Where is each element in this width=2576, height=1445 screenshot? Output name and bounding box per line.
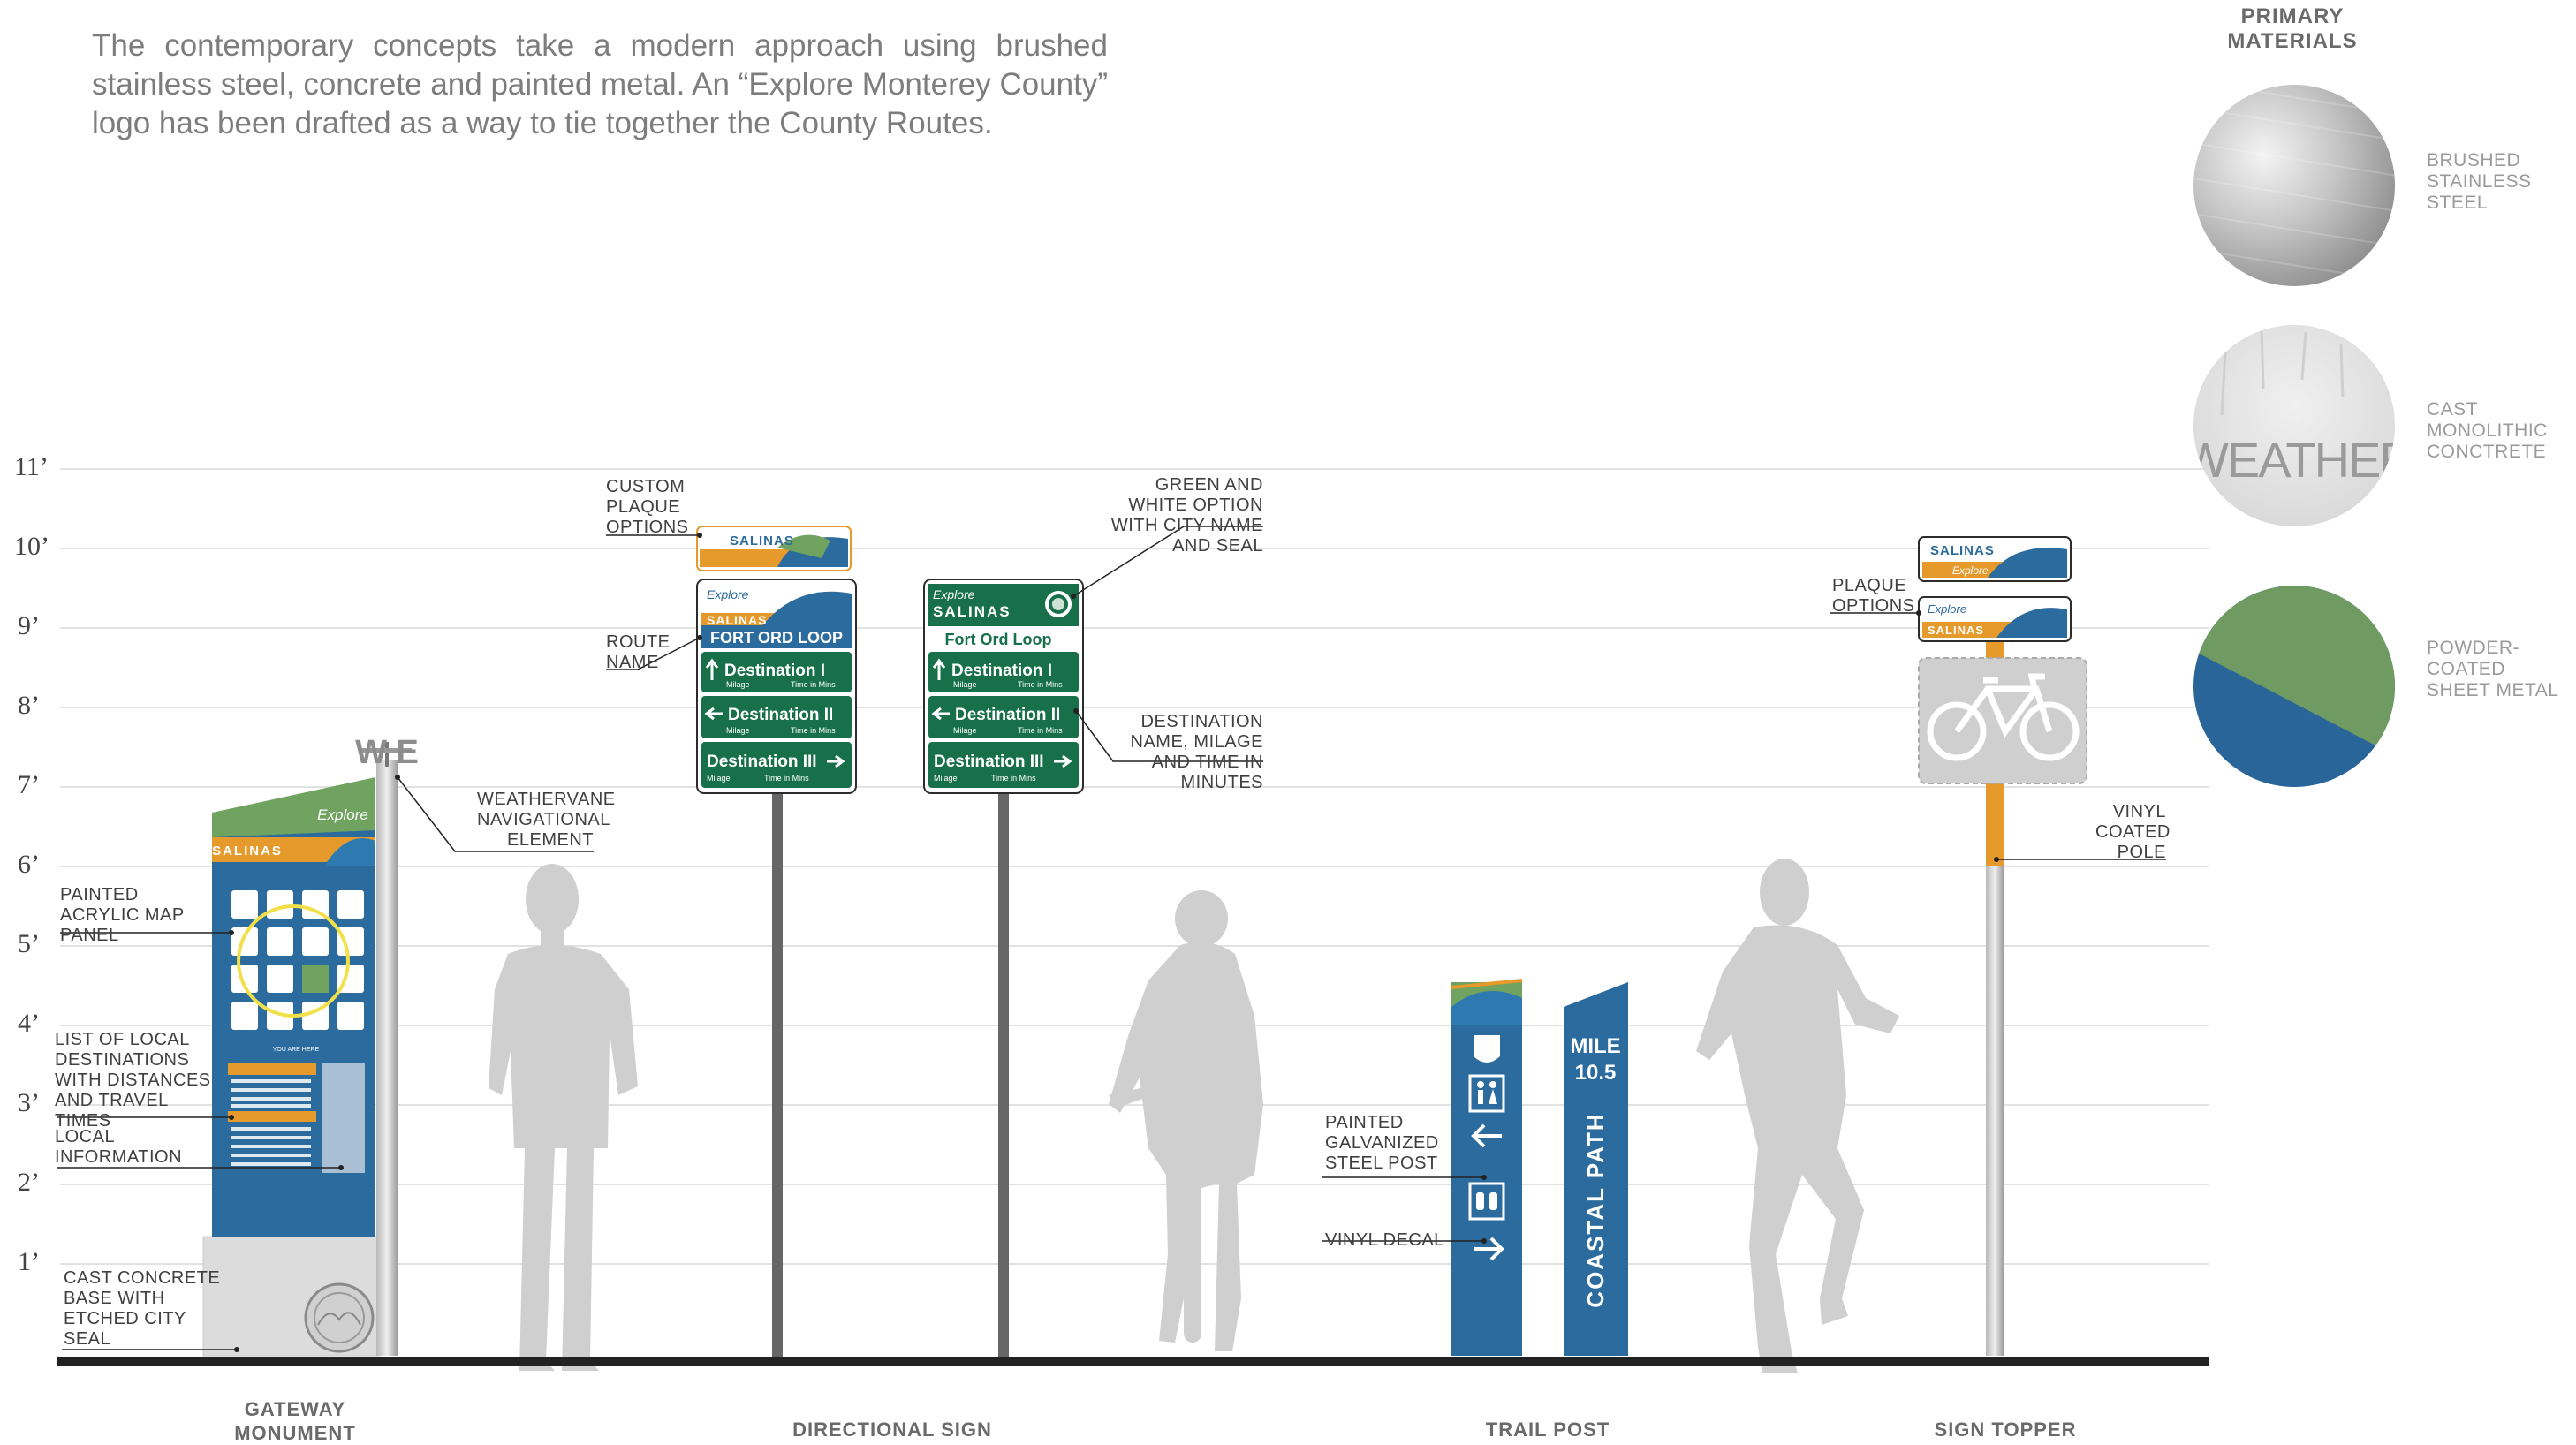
vinyl-pole-annotation: VINYL COATED POLE — [2095, 802, 2171, 862]
blue-plaque-city: SALINAS — [730, 533, 794, 548]
green-sign-dest-2: Destination II — [955, 706, 1060, 724]
topper-plaque-1-city: SALINAS — [1930, 543, 1995, 558]
category-gateway-monument: GATEWAY MONUMENT — [234, 1398, 356, 1444]
height-tick-4: 4’ — [18, 1009, 40, 1038]
blue-sign-milage-1: Milage — [726, 680, 750, 689]
local-info-panel — [322, 1063, 365, 1173]
trail-post — [1451, 979, 1523, 1356]
blue-sign-dest-1: Destination I — [724, 662, 825, 680]
concrete-base-annotation: CAST CONCRETE BASE WITH ETCHED CITY SEAL — [64, 1268, 221, 1349]
blue-sign-explore: Explore — [707, 587, 749, 601]
green-sign-milage-2: Milage — [953, 726, 977, 735]
blue-sign-milage-3: Milage — [707, 774, 731, 783]
ground-line — [57, 1357, 2209, 1366]
you-are-here-circle — [237, 904, 350, 1018]
green-sign-dest-3: Destination III — [934, 753, 1044, 771]
height-tick-8: 8’ — [18, 691, 40, 720]
height-tick-6: 6’ — [18, 850, 40, 879]
height-tick-3: 3’ — [18, 1088, 40, 1117]
cyclist-silhouette — [1109, 890, 1263, 1351]
green-white-annotation: GREEN AND WHITE OPTION WITH CITY NAME AN… — [1110, 475, 1263, 556]
green-sign-milage-1: Milage — [953, 680, 977, 689]
destinations-list-annotation: LIST OF LOCAL DESTINATIONS WITH DISTANCE… — [55, 1030, 211, 1131]
local-info-annotation: LOCAL INFORMATION — [55, 1127, 183, 1167]
material-swatches — [2193, 85, 2395, 787]
annotation-leaders — [57, 526, 2166, 1350]
bicycle-icon — [1927, 673, 2080, 761]
concrete-etched-text: WEATHERBR ELEMENT — [2182, 432, 2576, 488]
material-concrete-label: CAST MONOLITHIC CONCTRETE — [2427, 399, 2548, 462]
blue-sign-dest-3: Destination III — [707, 753, 817, 771]
mile-post — [1564, 982, 1628, 1356]
materials-title: PRIMARY MATERIALS — [2227, 4, 2358, 53]
material-powder-label: POWDER-COATED SHEET METAL — [2427, 638, 2559, 700]
binoculars-icon — [1468, 1182, 1505, 1221]
height-tick-1: 1’ — [18, 1247, 40, 1276]
mile-post-value: 10.5 — [1575, 1061, 1617, 1085]
height-tick-5: 5’ — [18, 929, 40, 958]
directional-sign-green — [923, 579, 1084, 1360]
jogger-silhouette — [1696, 859, 1899, 1373]
monument-city-text: SALINAS — [212, 844, 283, 859]
vinyl-decal-annotation: VINYL DECAL — [1325, 1230, 1444, 1250]
height-tick-11: 11’ — [14, 452, 49, 481]
blue-sign-city: SALINAS — [707, 613, 767, 627]
topper-plaque-2-city: SALINAS — [1928, 624, 1984, 637]
left-arrow-icon — [1471, 1123, 1502, 1148]
green-sign-time-2: Time in Mins — [1018, 726, 1063, 735]
shield-icon — [1474, 1035, 1500, 1063]
human-silhouettes — [489, 859, 1899, 1373]
weathervane-pole — [376, 760, 398, 1356]
concrete-swatch — [2193, 325, 2395, 526]
steel-swatch — [2193, 85, 2395, 286]
destination-name-annotation: DESTINATION NAME, MILAGE AND TIME IN MIN… — [1130, 712, 1263, 792]
blue-sign-time-1: Time in Mins — [791, 680, 836, 689]
blue-sign-time-2: Time in Mins — [791, 726, 836, 735]
blue-sign-milage-2: Milage — [726, 726, 750, 735]
green-sign-time-1: Time in Mins — [1018, 680, 1063, 689]
green-sign-city: SALINAS — [933, 603, 1011, 620]
green-sign-explore: Explore — [933, 587, 975, 601]
coastal-path-text: COASTAL PATH — [1582, 1112, 1609, 1307]
plaque-options-annotation: PLAQUE OPTIONS — [1832, 576, 1915, 616]
directional-sign-blue — [696, 526, 857, 1360]
you-are-here-label: YOU ARE HERE — [273, 1047, 320, 1053]
green-sign-route: Fort Ord Loop — [945, 631, 1052, 648]
green-sign-milage-3: Milage — [934, 774, 958, 783]
standing-person-silhouette — [489, 864, 638, 1371]
topper-plaque-1-explore: Explore — [1952, 564, 1989, 577]
height-tick-10: 10’ — [14, 532, 49, 561]
intro-paragraph: The contemporary concepts take a modern … — [92, 28, 1108, 140]
right-arrow-icon — [1474, 1237, 1504, 1261]
restroom-icon — [1468, 1074, 1505, 1113]
route-name-annotation: ROUTE NAME — [606, 632, 671, 672]
custom-plaque-annotation: CUSTOM PLAQUE OPTIONS — [606, 477, 689, 537]
height-tick-7: 7’ — [18, 770, 40, 799]
weathervane-letters: W E — [355, 734, 419, 771]
painted-post-annotation: PAINTED GALVANIZED STEEL POST — [1325, 1113, 1439, 1173]
green-sign-time-3: Time in Mins — [991, 774, 1036, 783]
height-tick-2: 2’ — [18, 1168, 40, 1197]
etched-city-seal — [304, 1282, 375, 1353]
material-steel-label: BRUSHED STAINLESS STEEL — [2427, 150, 2532, 213]
sign-topper — [1918, 536, 2087, 1356]
map-panel-annotation: PAINTED ACRYLIC MAP PANEL — [60, 885, 185, 945]
blue-sign-route: FORT ORD LOOP — [710, 629, 843, 647]
blue-sign-dest-2: Destination II — [728, 706, 833, 724]
gateway-monument — [202, 742, 412, 1357]
green-sign-dest-1: Destination I — [951, 662, 1052, 680]
height-tick-9: 9’ — [18, 611, 40, 640]
monument-explore-text: Explore — [317, 806, 368, 823]
mile-post-label: MILE — [1570, 1034, 1620, 1058]
topper-plaque-2-explore: Explore — [1928, 602, 1966, 616]
weathervane-annotation: WEATHERVANE NAVIGATIONAL ELEMENT — [477, 790, 616, 850]
blue-sign-time-3: Time in Mins — [764, 774, 809, 783]
